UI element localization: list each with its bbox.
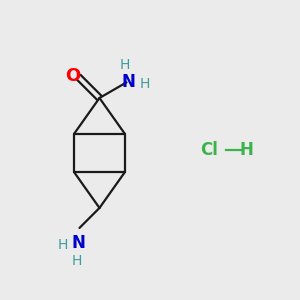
Text: H: H <box>71 254 82 268</box>
Text: N: N <box>71 234 85 252</box>
Text: H: H <box>139 77 149 91</box>
Text: O: O <box>65 68 81 85</box>
Text: H: H <box>120 58 130 72</box>
Text: H: H <box>57 238 68 252</box>
Text: N: N <box>122 73 136 91</box>
Text: Cl: Cl <box>200 141 218 159</box>
Text: H: H <box>240 141 254 159</box>
